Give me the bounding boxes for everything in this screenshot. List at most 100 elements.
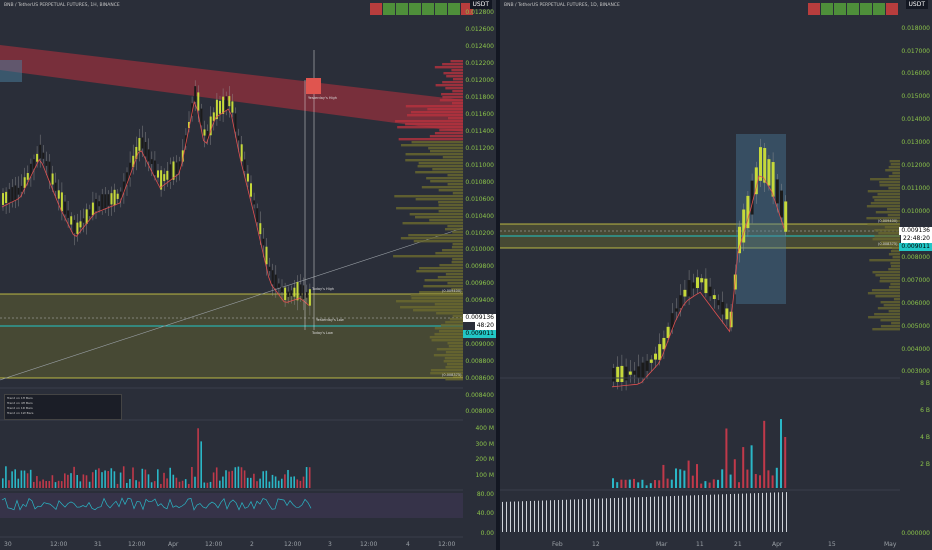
volume-bar bbox=[250, 477, 252, 488]
candle-body bbox=[675, 308, 678, 312]
toolbar-cell[interactable] bbox=[409, 3, 421, 15]
oscillator-bar bbox=[746, 493, 747, 532]
toolbar-cell[interactable] bbox=[370, 3, 382, 15]
candle-body bbox=[763, 148, 767, 183]
oscillator-bar bbox=[778, 492, 779, 532]
trend-line bbox=[0, 227, 464, 381]
oscillator-bar bbox=[782, 492, 783, 532]
candle-body bbox=[79, 221, 82, 228]
oscillator-bar bbox=[526, 501, 527, 532]
volume-bar bbox=[64, 473, 66, 488]
candle-body bbox=[169, 164, 172, 182]
volume-bar bbox=[759, 475, 761, 488]
volume-profile-bar bbox=[451, 69, 463, 72]
level-price-tag: 0.009011 bbox=[463, 330, 496, 338]
candle-body bbox=[287, 291, 290, 297]
volume-profile-bar bbox=[874, 199, 900, 202]
oscillator-band bbox=[0, 493, 463, 518]
candle-body bbox=[293, 287, 296, 297]
oscillator-bar bbox=[734, 493, 735, 532]
volume-bar bbox=[175, 477, 178, 488]
oscillator-bar bbox=[698, 495, 699, 532]
volume-bar bbox=[234, 467, 237, 488]
price-axis[interactable]: 0.018000 0.017000 0.016000 0.015000 0.01… bbox=[900, 0, 932, 550]
toolbar-cell[interactable] bbox=[422, 3, 434, 15]
price-axis[interactable]: 0.012800 0.012600 0.012400 0.012200 0.01… bbox=[464, 0, 496, 550]
candle-body bbox=[265, 246, 268, 265]
upper-level-label: (0.009400) bbox=[878, 219, 898, 223]
oscillator-bar bbox=[730, 494, 731, 532]
candle-body bbox=[274, 274, 277, 289]
toolbar-cell[interactable] bbox=[808, 3, 820, 15]
candle-body bbox=[228, 96, 231, 107]
toolbar-cell[interactable] bbox=[847, 3, 859, 15]
volume-tick: 2 B bbox=[920, 461, 930, 468]
volume-profile-bar bbox=[430, 180, 463, 183]
toolbar-cell[interactable] bbox=[435, 3, 447, 15]
oscillator-bar bbox=[562, 499, 563, 532]
volume-profile-bar bbox=[394, 195, 463, 198]
oscillator-bars bbox=[502, 492, 787, 532]
volume-bar bbox=[119, 472, 122, 488]
oscillator-tick: 0.00 bbox=[480, 530, 494, 537]
left-chart-pane[interactable]: BNB / TetherUS PERPETUAL FUTURES, 1H, BI… bbox=[0, 0, 496, 550]
oscillator-bar bbox=[614, 498, 615, 532]
candle-body bbox=[153, 160, 156, 176]
toolbar-cell[interactable] bbox=[834, 3, 846, 15]
right-chart-pane[interactable]: BNB / TetherUS PERPETUAL FUTURES, 1D, BI… bbox=[500, 0, 932, 550]
candle-body bbox=[200, 108, 203, 126]
toolbar-cell[interactable] bbox=[383, 3, 395, 15]
candle-body bbox=[42, 152, 45, 159]
volume-profile-bar bbox=[419, 267, 463, 270]
currency-label[interactable]: USDT bbox=[469, 0, 492, 9]
volume-bar bbox=[138, 481, 140, 488]
toolbar-cell[interactable] bbox=[886, 3, 898, 15]
candle-body bbox=[784, 201, 788, 232]
volume-profile-bar bbox=[438, 204, 463, 207]
volume-bar bbox=[172, 474, 175, 488]
volume-profile-bar bbox=[426, 177, 463, 180]
volume-bar bbox=[296, 479, 299, 488]
volume-profile-bar bbox=[444, 357, 463, 360]
toolbar-cell[interactable] bbox=[860, 3, 872, 15]
volume-tick: 300 M bbox=[475, 441, 494, 448]
toolbar-cell[interactable] bbox=[448, 3, 460, 15]
toolbar-cell[interactable] bbox=[873, 3, 885, 15]
oscillator-bar bbox=[514, 501, 515, 532]
candle-body bbox=[11, 187, 14, 202]
volume-profile-bar bbox=[400, 306, 463, 309]
price-tick: 0.018000 bbox=[901, 25, 930, 32]
volume-profile-bar bbox=[880, 277, 900, 280]
toolbar-cell[interactable] bbox=[821, 3, 833, 15]
candle-body bbox=[98, 201, 101, 207]
legend-row: Trend on 1W Bars bbox=[7, 410, 34, 415]
candle-body bbox=[51, 173, 54, 185]
price-tick: 0.009800 bbox=[465, 263, 494, 270]
legend-row: Trend on 1H Bars bbox=[7, 395, 33, 400]
oscillator-bar bbox=[542, 500, 543, 532]
volume-profile-bar bbox=[421, 186, 463, 189]
oscillator-bar bbox=[630, 497, 631, 532]
oscillator-bar bbox=[638, 497, 639, 532]
yellow-zone bbox=[0, 294, 463, 378]
volume-profile-bar bbox=[880, 241, 900, 244]
oscillator-bar bbox=[710, 494, 711, 532]
volume-profile-bar bbox=[888, 310, 900, 313]
volume-bar bbox=[265, 470, 268, 488]
candle-body bbox=[82, 218, 85, 223]
candle-body bbox=[64, 201, 66, 215]
volume-bars bbox=[2, 428, 311, 488]
candle-body bbox=[296, 282, 299, 301]
pane-divider[interactable] bbox=[496, 0, 500, 550]
volume-profile-bar bbox=[878, 232, 900, 235]
candle-body bbox=[231, 101, 234, 113]
volume-bar bbox=[23, 470, 26, 488]
volume-profile-bar bbox=[447, 342, 463, 345]
currency-label[interactable]: USDT bbox=[905, 0, 928, 9]
price-tick: 0.006000 bbox=[901, 300, 930, 307]
toolbar-cell[interactable] bbox=[396, 3, 408, 15]
marker-box bbox=[306, 78, 321, 94]
volume-bar bbox=[157, 469, 159, 488]
oscillator-bar bbox=[578, 499, 579, 532]
oscillator-bar bbox=[546, 500, 547, 532]
